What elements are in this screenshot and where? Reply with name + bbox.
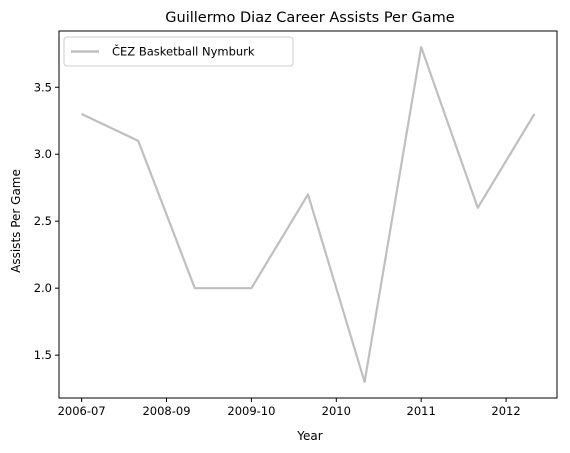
y-tick-label: 1.5 — [34, 348, 52, 362]
chart-title: Guillermo Diaz Career Assists Per Game — [165, 10, 455, 26]
y-tick-label: 2.5 — [34, 214, 52, 228]
data-point — [138, 140, 139, 141]
x-tick-label: 2012 — [491, 404, 520, 418]
data-point — [534, 114, 535, 115]
data-point — [477, 207, 478, 208]
data-point — [81, 114, 82, 115]
data-point — [364, 381, 365, 382]
data-point — [194, 288, 195, 289]
x-tick-label: 2006-07 — [58, 404, 106, 418]
legend: ČEZ Basketball Nymburk — [64, 37, 293, 66]
data-point — [308, 194, 309, 195]
x-axis-label: Year — [296, 429, 322, 443]
y-axis-label: Assists Per Game — [9, 169, 23, 273]
legend-series-label: ČEZ Basketball Nymburk — [112, 44, 255, 59]
y-tick-label: 2.0 — [34, 281, 52, 295]
x-tick-label: 2009-10 — [227, 404, 275, 418]
y-tick-label: 3.0 — [34, 147, 52, 161]
x-tick-label: 2011 — [407, 404, 436, 418]
data-point — [421, 47, 422, 48]
x-tick-label: 2010 — [322, 404, 351, 418]
data-point — [251, 288, 252, 289]
x-tick-label: 2008-09 — [142, 404, 190, 418]
y-tick-label: 3.5 — [34, 80, 52, 94]
